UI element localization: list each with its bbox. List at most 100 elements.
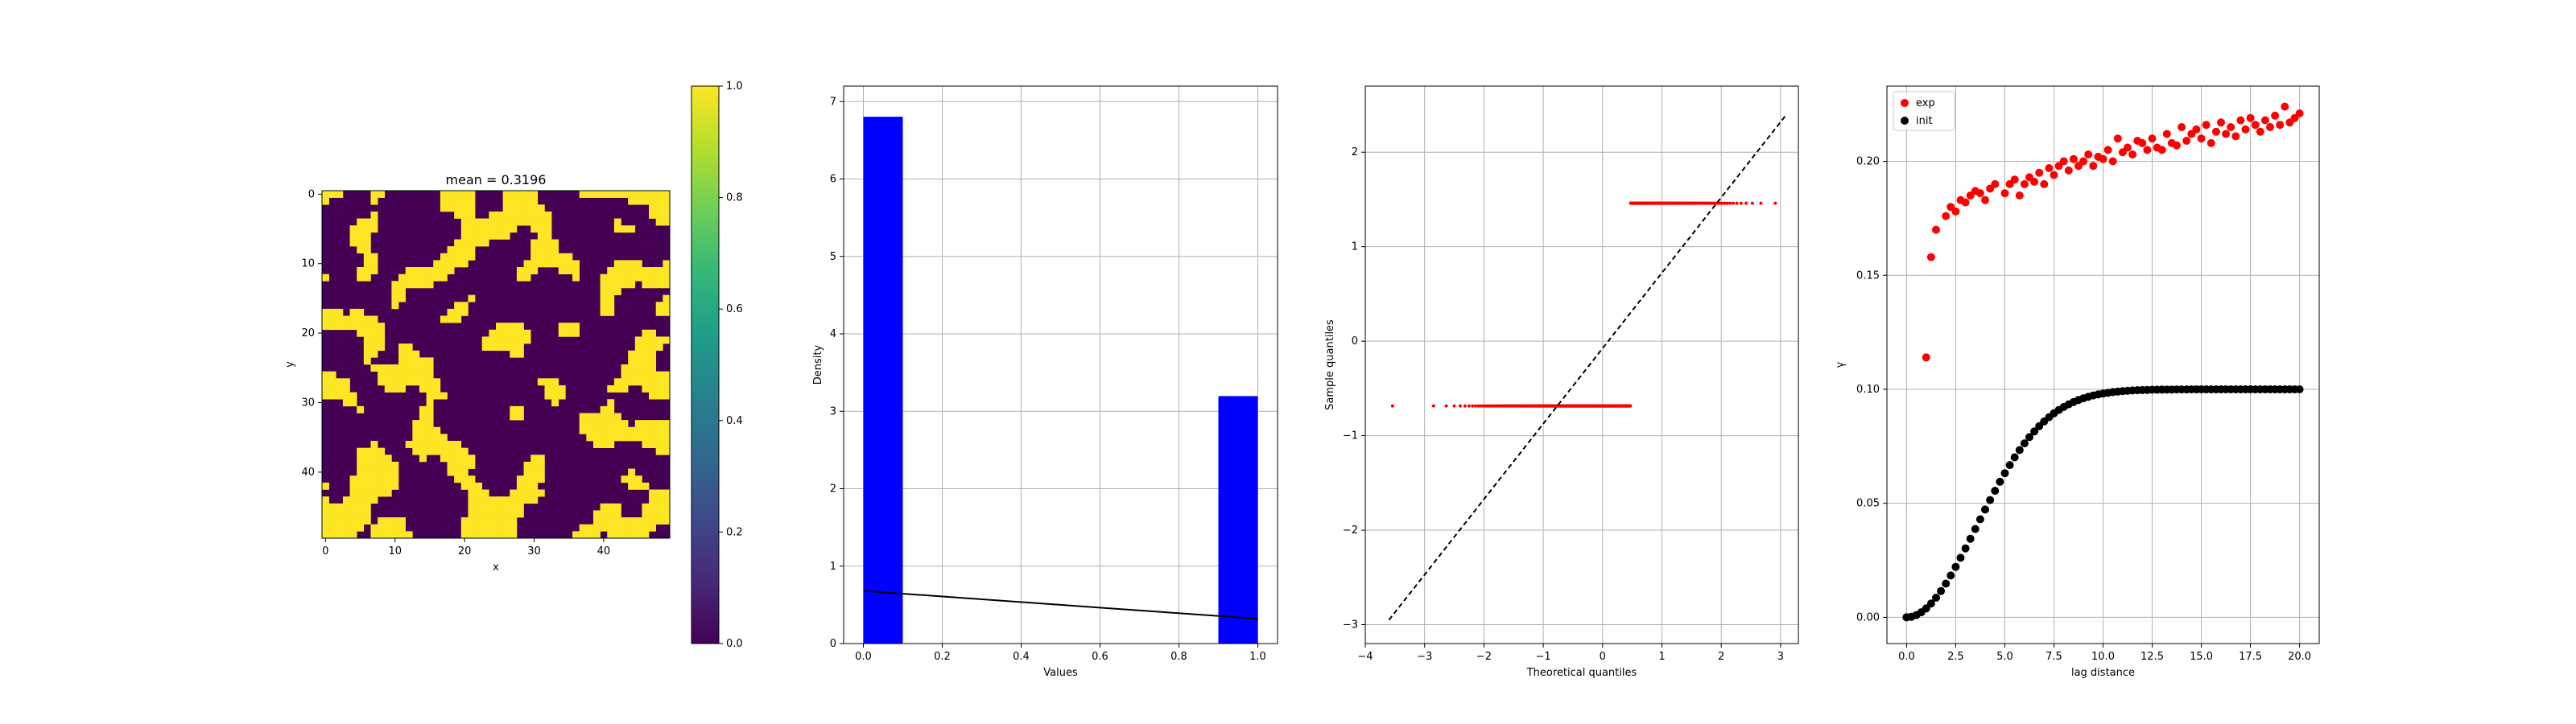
- field-cell: [378, 531, 386, 539]
- init-point: [2020, 439, 2029, 448]
- x-tick-label: 0.0: [855, 651, 872, 663]
- field-cell: [600, 308, 608, 316]
- field-cell: [454, 302, 462, 310]
- field-cell: [544, 211, 552, 219]
- field-cell: [516, 503, 524, 511]
- field-cell: [475, 524, 483, 532]
- field-cell: [642, 329, 650, 337]
- field-cell: [357, 315, 365, 323]
- field-cell: [502, 218, 510, 226]
- field-cell: [628, 197, 636, 205]
- field-cell: [391, 378, 399, 386]
- field-cell: [363, 274, 371, 282]
- field-cell: [370, 350, 378, 358]
- field-cell: [391, 385, 399, 393]
- field-cell: [649, 364, 657, 372]
- field-cell: [655, 267, 663, 274]
- field-cell: [537, 475, 545, 483]
- qq-point: [1759, 201, 1763, 205]
- field-cell: [572, 323, 580, 331]
- field-cell: [621, 378, 629, 386]
- field-cell: [328, 371, 336, 379]
- field-cell: [357, 517, 365, 525]
- field-cell: [649, 441, 657, 448]
- field-cell: [349, 399, 357, 407]
- x-tick-label: 5.0: [1996, 651, 2013, 663]
- field-cell: [663, 308, 671, 316]
- field-cell: [426, 274, 434, 282]
- field-cell: [634, 524, 642, 532]
- field-cell: [426, 364, 434, 372]
- exp-point: [2108, 157, 2117, 166]
- field-cell: [600, 426, 608, 434]
- field-cell: [460, 211, 469, 219]
- field-cell: [447, 447, 455, 455]
- field-cell: [523, 191, 531, 198]
- exp-point: [2143, 146, 2152, 154]
- field-cell: [502, 232, 510, 240]
- field-cell: [530, 218, 539, 226]
- exp-point: [2173, 141, 2181, 150]
- field-cell: [613, 420, 621, 428]
- y-tick-label: 6: [830, 174, 836, 186]
- field-cell: [607, 420, 615, 428]
- field-cell: [412, 281, 420, 289]
- field-cell: [460, 482, 469, 490]
- field-cell: [405, 281, 413, 289]
- field-cell: [433, 426, 441, 434]
- field-cell: [523, 468, 531, 476]
- field-cell: [642, 378, 650, 386]
- field-cell: [412, 350, 420, 358]
- field-cell: [537, 239, 545, 247]
- field-cell: [558, 329, 566, 337]
- field-cell: [468, 503, 476, 511]
- exp-point: [2089, 162, 2098, 171]
- field-cell: [530, 468, 539, 476]
- field-cell: [378, 343, 386, 352]
- x-tick-label: 40: [597, 545, 611, 557]
- field-cell: [523, 496, 531, 504]
- x-tick-label: 20.0: [2288, 651, 2311, 663]
- field-cell: [468, 239, 476, 247]
- field-cell: [391, 371, 399, 379]
- field-cell: [370, 531, 378, 539]
- field-cell: [516, 218, 524, 226]
- field-cell: [530, 496, 539, 504]
- field-cell: [460, 225, 469, 233]
- field-cell: [628, 357, 636, 365]
- field-cell: [363, 218, 371, 226]
- field-cell: [384, 385, 392, 393]
- field-cell: [530, 253, 539, 261]
- field-cell: [419, 420, 427, 428]
- field-cell: [516, 482, 524, 490]
- field-cell: [419, 378, 427, 386]
- qq-point: [1629, 404, 1633, 408]
- field-cell: [440, 197, 448, 205]
- field-cell: [391, 287, 399, 295]
- field-cell: [607, 267, 615, 274]
- field-cell: [510, 343, 518, 352]
- field-cell: [663, 378, 671, 386]
- field-cell: [419, 274, 427, 282]
- field-cell: [481, 218, 489, 226]
- field-cell: [454, 455, 462, 463]
- field-cell: [516, 323, 524, 331]
- exp-point: [2099, 154, 2107, 163]
- field-cell: [419, 267, 427, 274]
- field-cell: [378, 329, 386, 337]
- field-cell: [655, 434, 663, 442]
- field-cell: [378, 378, 386, 386]
- field-cell: [613, 281, 621, 289]
- init-point: [2295, 385, 2304, 393]
- field-cell: [363, 455, 371, 463]
- field-cell: [592, 510, 601, 518]
- x-tick-label: −1: [1536, 651, 1551, 663]
- field-cell: [336, 517, 344, 525]
- field-cell: [363, 225, 371, 233]
- exp-point: [2020, 179, 2029, 188]
- field-cell: [454, 447, 462, 455]
- field-cell: [412, 378, 420, 386]
- field-cell: [496, 218, 503, 226]
- field-cell: [510, 211, 518, 219]
- field-cell: [642, 371, 650, 379]
